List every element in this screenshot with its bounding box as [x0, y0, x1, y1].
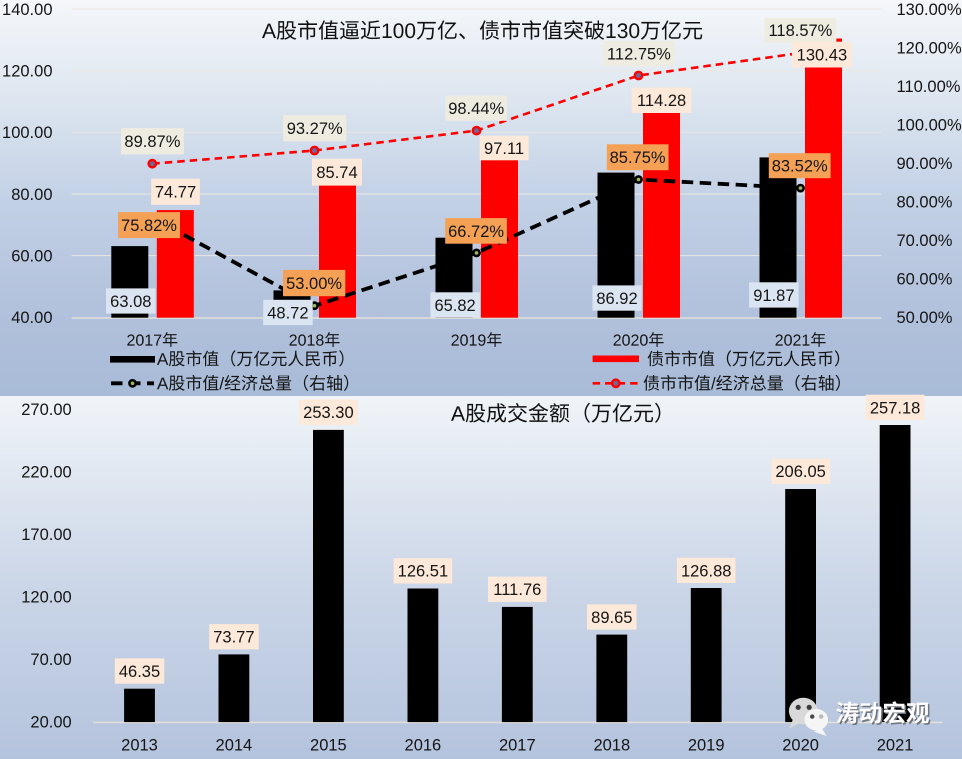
svg-text:66.72%: 66.72% [448, 223, 504, 241]
svg-text:85.74: 85.74 [316, 164, 357, 182]
svg-text:73.77: 73.77 [213, 629, 254, 647]
svg-text:253.30: 253.30 [303, 404, 353, 422]
svg-text:93.27%: 93.27% [287, 120, 343, 138]
svg-text:80.00: 80.00 [11, 186, 52, 204]
svg-text:97.11: 97.11 [484, 140, 524, 158]
svg-text:130.00%: 130.00% [897, 1, 962, 19]
svg-text:74.77: 74.77 [155, 184, 196, 202]
svg-text:90.00%: 90.00% [897, 155, 953, 173]
svg-text:89.87%: 89.87% [124, 133, 180, 151]
svg-text:257.18: 257.18 [870, 399, 920, 417]
svg-text:220.00: 220.00 [21, 463, 71, 481]
svg-text:70.00%: 70.00% [897, 232, 953, 250]
svg-text:75.82%: 75.82% [121, 217, 177, 235]
svg-text:118.57%: 118.57% [768, 22, 832, 40]
svg-text:98.44%: 98.44% [448, 100, 504, 118]
svg-text:80.00%: 80.00% [897, 194, 953, 212]
svg-text:2013: 2013 [121, 736, 158, 754]
svg-text:2020: 2020 [782, 736, 819, 754]
svg-text:86.92: 86.92 [596, 290, 637, 308]
svg-text:2016: 2016 [405, 736, 442, 754]
svg-text:53.00%: 53.00% [286, 275, 342, 293]
svg-text:206.05: 206.05 [775, 463, 825, 481]
svg-text:130.43: 130.43 [797, 47, 847, 65]
svg-text:2019: 2019 [688, 736, 725, 754]
svg-text:112.75%: 112.75% [607, 46, 671, 64]
svg-text:2015: 2015 [310, 736, 347, 754]
svg-text:2014: 2014 [216, 736, 253, 754]
svg-text:70.00: 70.00 [30, 651, 71, 669]
svg-text:60.00: 60.00 [11, 248, 52, 266]
svg-text:170.00: 170.00 [21, 526, 71, 544]
svg-text:114.28: 114.28 [637, 92, 686, 110]
svg-text:140.00: 140.00 [2, 1, 52, 19]
svg-text:120.00: 120.00 [2, 63, 52, 81]
svg-text:2018: 2018 [593, 736, 630, 754]
svg-text:2017: 2017 [499, 736, 536, 754]
svg-text:126.88: 126.88 [681, 562, 731, 580]
svg-text:120.00: 120.00 [21, 589, 71, 607]
svg-text:120.00%: 120.00% [897, 39, 962, 57]
svg-text:110.00%: 110.00% [897, 78, 961, 96]
svg-text:126.51: 126.51 [398, 563, 448, 581]
svg-text:40.00: 40.00 [11, 309, 52, 327]
svg-text:91.87: 91.87 [753, 287, 794, 305]
svg-text:89.65: 89.65 [591, 609, 632, 627]
svg-text:46.35: 46.35 [119, 663, 160, 681]
svg-text:111.76: 111.76 [493, 581, 541, 599]
svg-text:60.00%: 60.00% [897, 271, 953, 289]
svg-text:85.75%: 85.75% [610, 149, 666, 167]
svg-text:63.08: 63.08 [110, 293, 151, 311]
svg-text:50.00%: 50.00% [897, 309, 953, 327]
svg-text:100.00%: 100.00% [897, 117, 962, 135]
svg-text:270.00: 270.00 [21, 401, 71, 419]
svg-text:2021: 2021 [877, 736, 914, 754]
svg-text:83.52%: 83.52% [772, 158, 828, 176]
svg-text:20.00: 20.00 [30, 714, 71, 732]
svg-text:48.72: 48.72 [267, 304, 308, 322]
svg-text:100.00: 100.00 [2, 124, 52, 142]
svg-text:65.82: 65.82 [434, 297, 475, 315]
